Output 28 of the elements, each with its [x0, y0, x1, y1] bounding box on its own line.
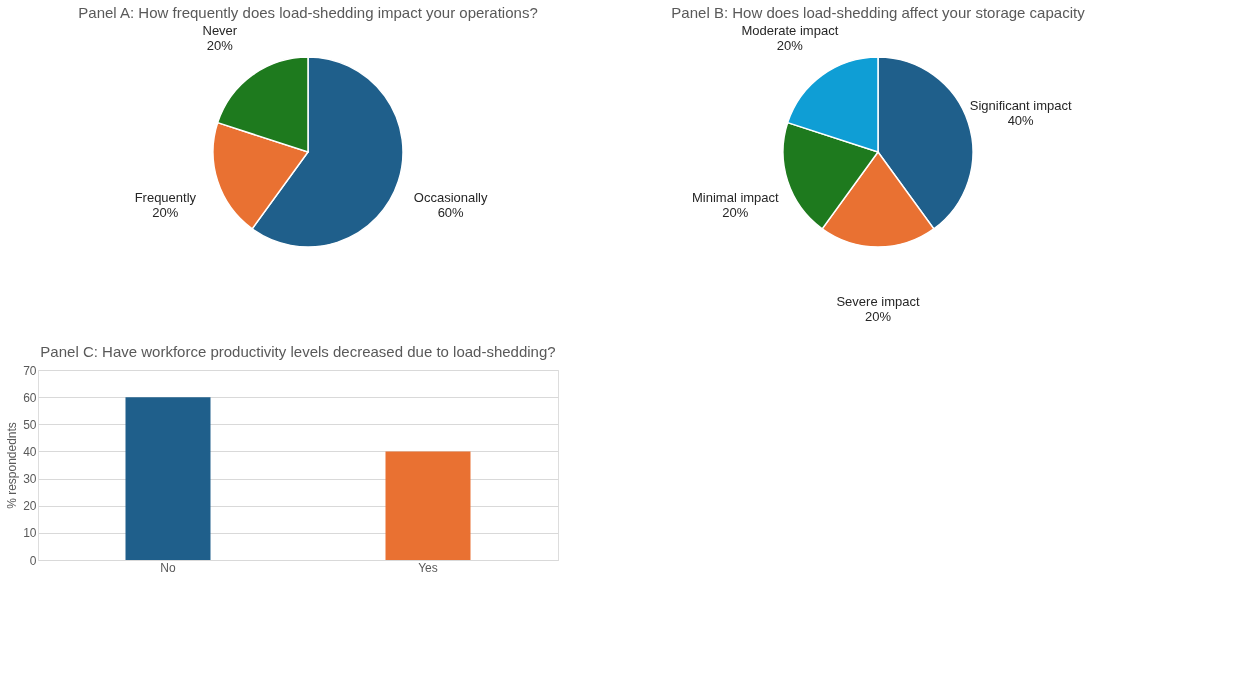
slice-label: Minimal impact [692, 190, 780, 206]
x-tick-label: Yes [418, 560, 438, 575]
slice-label: Severe impact [836, 294, 920, 309]
chart-title: Panel A: How frequently does load-shedding impact your operations? [78, 3, 538, 21]
data-label: 60% [437, 205, 465, 221]
x-tick-label: No [160, 560, 176, 575]
y-tick-label: 40 [23, 444, 37, 459]
y-tick-label: 60 [23, 390, 37, 405]
slice-label: Frequently [134, 190, 197, 206]
y-tick-label: 10 [23, 526, 37, 541]
chart-title: Panel B: How does load-shedding affect your storage capacity [671, 3, 1086, 21]
data-label: 40% [1007, 112, 1035, 128]
data-label: 20% [152, 205, 179, 221]
data-label: 20% [864, 309, 892, 324]
slice-label: Occasionally [413, 190, 488, 206]
y-axis-title: % respondednts [5, 422, 20, 509]
y-tick-label: 50 [23, 417, 37, 432]
data-label: 20% [206, 37, 234, 53]
data-label: 20% [776, 37, 804, 53]
y-tick-label: 0 [29, 553, 37, 568]
y-tick-label: 30 [23, 472, 37, 487]
y-tick-label: 20 [23, 499, 37, 514]
chart-title: Panel C: Have workforce productivity levels decreased due to load-shedding? [40, 343, 556, 360]
y-tick-label: 70 [23, 363, 37, 378]
slice-label: Moderate impact [741, 22, 839, 38]
data-label: 20% [722, 205, 749, 221]
slice-label: Significant impact [969, 97, 1072, 113]
slice-label: Never [202, 22, 238, 38]
